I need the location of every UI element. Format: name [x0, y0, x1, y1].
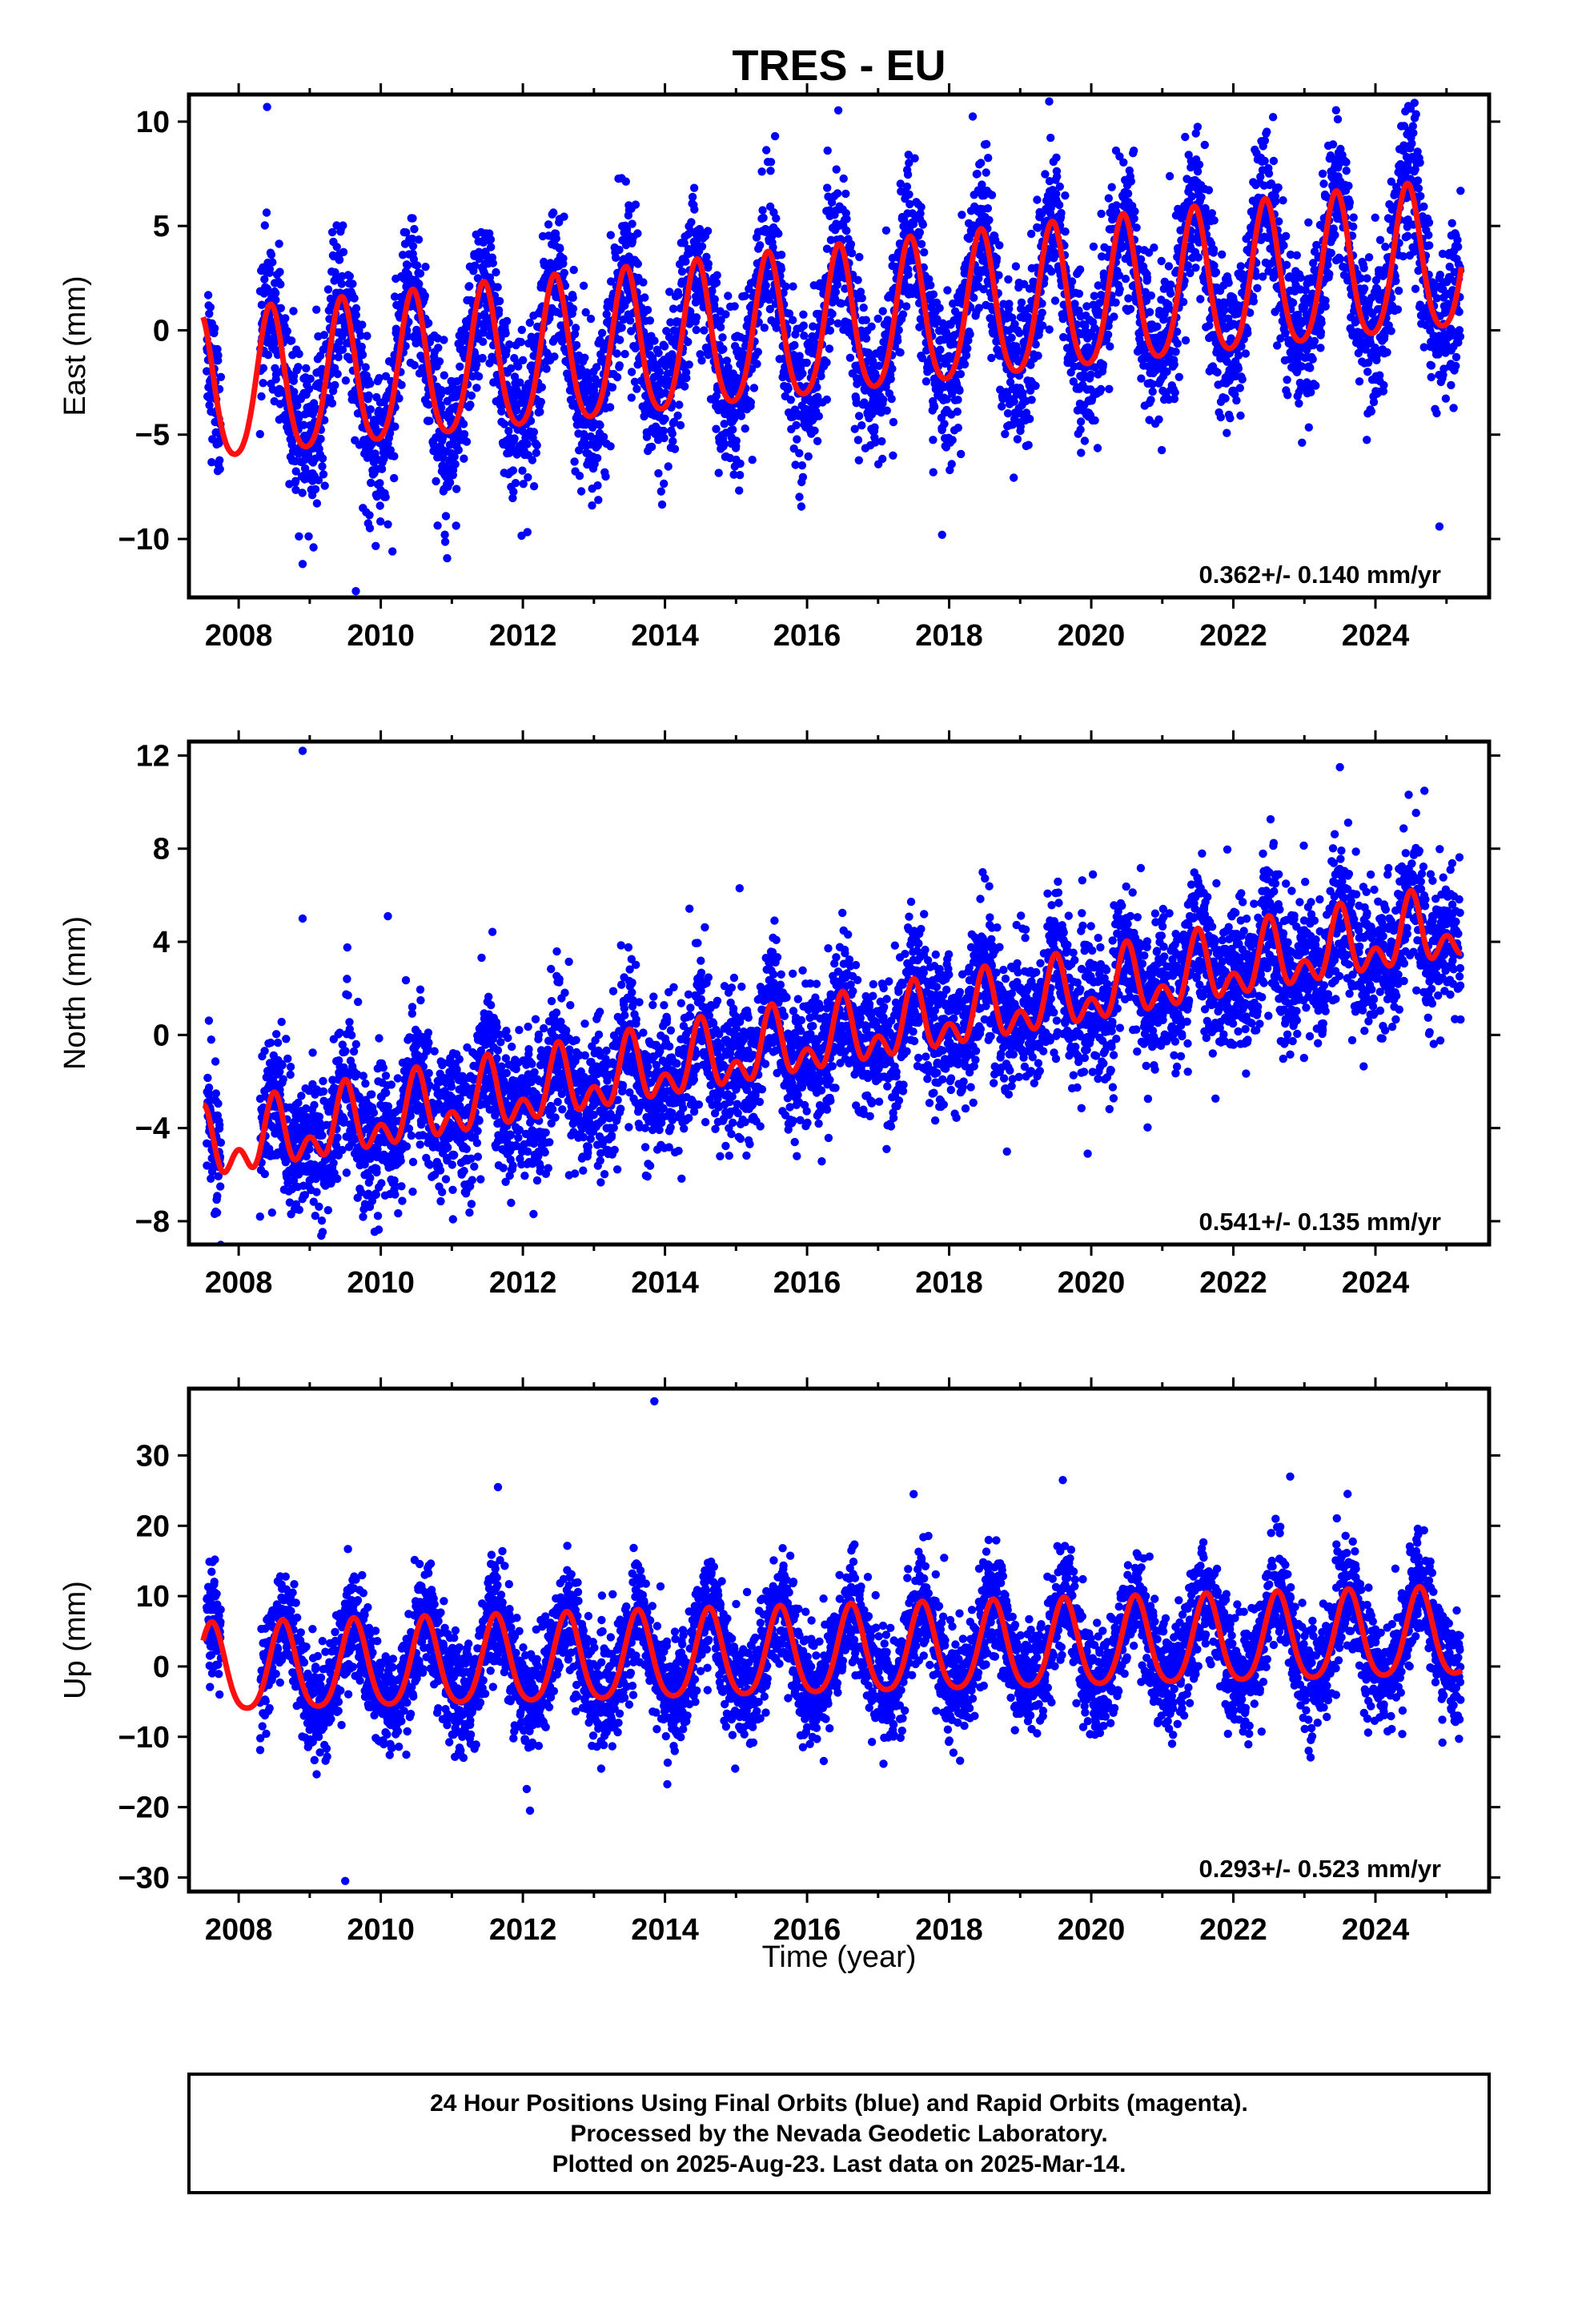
x-tick-label: 2020 [1058, 1913, 1126, 1947]
x-tick-label: 2014 [631, 619, 699, 653]
y-tick-label: −30 [118, 1861, 170, 1895]
x-tick-label: 2018 [915, 1913, 983, 1947]
y-axis-label: North (mm) [58, 916, 92, 1070]
y-tick-label: 20 [136, 1510, 170, 1543]
x-tick-label: 2020 [1058, 619, 1126, 653]
footer-line-3: Plotted on 2025-Aug-23. Last data on 202… [552, 2151, 1126, 2177]
x-tick-label: 2018 [915, 619, 983, 653]
y-axis-label: East (mm) [58, 275, 92, 416]
y-tick-label: 12 [136, 739, 170, 773]
x-tick-label: 2008 [205, 1266, 273, 1300]
y-tick-label: −10 [118, 1721, 170, 1755]
x-tick-label: 2012 [489, 619, 557, 653]
rate-annotation: 0.541+/- 0.135 mm/yr [1199, 1208, 1441, 1236]
north-panel: 2008 2010 2012 2014 2016 2018 2020 2022 2024 −8 −4… [58, 730, 1500, 1300]
data-points [203, 746, 1465, 1262]
x-tick-label: 2016 [773, 619, 841, 653]
x-tick-label: 2022 [1199, 1266, 1267, 1300]
x-axis-label: Time (year) [762, 1940, 917, 1974]
y-tick-label: 5 [153, 210, 170, 243]
y-tick-label: −5 [135, 419, 170, 452]
y-tick-label: 0 [153, 1019, 170, 1052]
x-tick-label: 2014 [631, 1266, 699, 1300]
footer-box: 24 Hour Positions Using Final Orbits (bl… [189, 2074, 1489, 2193]
x-tick-label: 2024 [1342, 619, 1410, 653]
y-tick-label: 4 [153, 926, 170, 959]
footer-line-1: 24 Hour Positions Using Final Orbits (bl… [430, 2090, 1248, 2117]
x-tick-label: 2008 [205, 619, 273, 653]
x-tick-label: 2024 [1342, 1266, 1410, 1300]
rate-annotation: 0.362+/- 0.140 mm/yr [1199, 561, 1441, 589]
y-tick-label: −20 [118, 1791, 170, 1825]
east-panel: 2008 2010 2012 2014 2016 2018 2020 2022 2024 −10 −… [58, 76, 1500, 653]
x-tick-label: 2010 [347, 619, 415, 653]
x-tick-label: 2008 [205, 1913, 273, 1947]
data-points [203, 76, 1465, 595]
chart-title: TRES - EU [732, 42, 946, 90]
y-tick-label: −4 [135, 1112, 170, 1146]
y-tick-label: 0 [153, 1651, 170, 1684]
x-tick-label: 2014 [631, 1913, 699, 1947]
y-tick-label: 8 [153, 833, 170, 866]
y-tick-label: 30 [136, 1439, 170, 1473]
y-tick-label: 10 [136, 1580, 170, 1614]
x-tick-label: 2022 [1199, 1913, 1267, 1947]
x-tick-label: 2018 [915, 1266, 983, 1300]
data-points [203, 1397, 1465, 1885]
up-panel: 2008 2010 2012 2014 2016 2018 2020 2022 2024−30−… [58, 1377, 1500, 1947]
footer-line-2: Processed by the Nevada Geodetic Laborat… [570, 2121, 1107, 2147]
y-axis-label: Up (mm) [58, 1581, 92, 1699]
y-tick-label: −10 [118, 523, 170, 557]
x-tick-label: 2020 [1058, 1266, 1126, 1300]
x-tick-label: 2010 [347, 1266, 415, 1300]
rate-annotation: 0.293+/- 0.523 mm/yr [1199, 1855, 1441, 1883]
x-tick-label: 2022 [1199, 619, 1267, 653]
x-tick-label: 2012 [489, 1913, 557, 1947]
y-tick-label: 10 [136, 106, 170, 139]
x-tick-label: 2016 [773, 1266, 841, 1300]
x-tick-label: 2012 [489, 1266, 557, 1300]
x-tick-label: 2010 [347, 1913, 415, 1947]
x-tick-label: 2024 [1342, 1913, 1410, 1947]
y-tick-label: 0 [153, 314, 170, 348]
y-tick-label: −8 [135, 1205, 170, 1239]
